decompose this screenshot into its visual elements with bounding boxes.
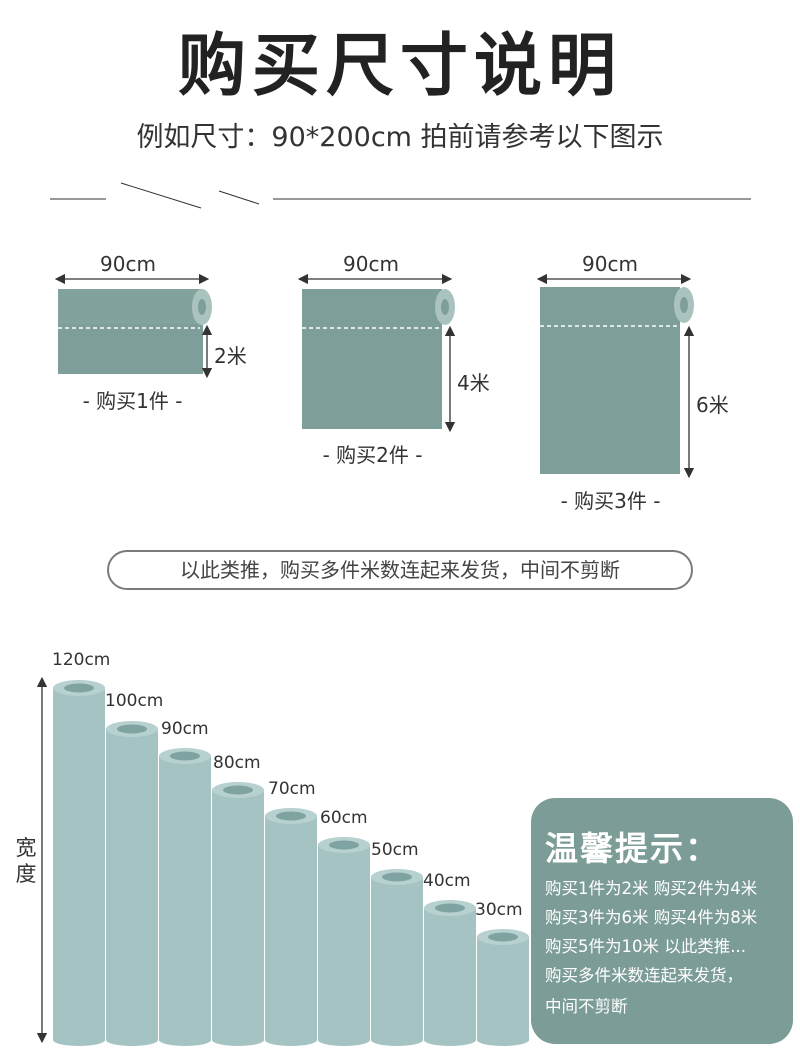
roll-60cm (318, 837, 370, 1046)
example-1-width-label: 90cm (100, 252, 156, 276)
width-axis-arrow (36, 676, 48, 1044)
roll-body (159, 756, 211, 1040)
roll-label-40cm: 40cm (423, 871, 471, 891)
roll-core (276, 811, 306, 821)
roll-30cm (477, 929, 529, 1046)
tip-box (531, 798, 793, 1044)
roll-body (318, 845, 370, 1040)
example-3-length-label: 6米 (696, 393, 729, 417)
example-3-caption: - 购买3件 - (560, 489, 661, 513)
roll-40cm (424, 900, 476, 1046)
example-2-length-label: 4米 (457, 371, 490, 395)
example-1-length-label: 2米 (214, 344, 247, 368)
fabric-2-example (297, 273, 456, 433)
roll-core (488, 932, 518, 942)
roll-core (170, 751, 200, 761)
fabric-3-example (536, 273, 695, 479)
note-pill: 以此类推，购买多件米数连起来发货，中间不剪断 (107, 550, 693, 590)
tip-line-2: 购买3件为6米 购买4件为8米 (545, 908, 758, 927)
page-title: 购买尺寸说明 (177, 27, 622, 106)
tip-line-3: 购买5件为10米 以此类推... (545, 937, 746, 956)
tip-title: 温馨提示： (545, 829, 720, 868)
roll-100cm (106, 721, 158, 1046)
roll-body (53, 688, 105, 1040)
roll-70cm (265, 808, 317, 1046)
example-2-width-label: 90cm (343, 252, 399, 276)
roll-label-60cm: 60cm (320, 808, 368, 828)
roll-label-70cm: 70cm (268, 779, 316, 799)
roll-label-90cm: 90cm (161, 719, 209, 739)
roll-90cm (159, 748, 211, 1046)
roll-body (212, 790, 264, 1040)
roll-120cm (53, 680, 105, 1046)
roll-label-120cm: 120cm (52, 650, 111, 670)
example-3-width-label: 90cm (582, 252, 638, 276)
roll-core (223, 785, 253, 795)
roll-core (64, 683, 94, 693)
roll-core (382, 872, 412, 882)
example-2-caption: - 购买2件 - (322, 443, 423, 467)
roll-50cm (371, 869, 423, 1046)
roll-80cm (212, 782, 264, 1046)
fabric-sheet (302, 289, 442, 429)
fabric-sheet (540, 287, 680, 474)
example-1-caption: - 购买1件 - (82, 389, 183, 413)
roll-body (424, 908, 476, 1040)
roll-label-100cm: 100cm (105, 691, 164, 711)
roll-label-30cm: 30cm (475, 900, 523, 920)
roll-core (435, 903, 465, 913)
rolls-diagram (53, 680, 529, 1046)
roll-core (329, 840, 359, 850)
fabric-1m2-example (54, 273, 213, 379)
roll-body (106, 729, 158, 1040)
roll-core (117, 724, 147, 734)
roll-body (477, 937, 529, 1040)
roll-body (371, 877, 423, 1040)
tip-line-1: 购买1件为2米 购买2件为4米 (545, 879, 758, 898)
fabric-examples-diagram (54, 273, 695, 479)
roll-label-50cm: 50cm (371, 840, 419, 860)
roll-body (265, 816, 317, 1040)
roll-label-80cm: 80cm (213, 753, 261, 773)
tip-line-4: 购买多件米数连起来发货， (545, 966, 743, 985)
width-axis-label: 宽度 (15, 836, 37, 886)
tip-line-5: 中间不剪断 (545, 997, 628, 1016)
page-subtitle: 例如尺寸：90*200cm 拍前请参考以下图示 (136, 122, 664, 153)
divider-line (50, 182, 751, 209)
